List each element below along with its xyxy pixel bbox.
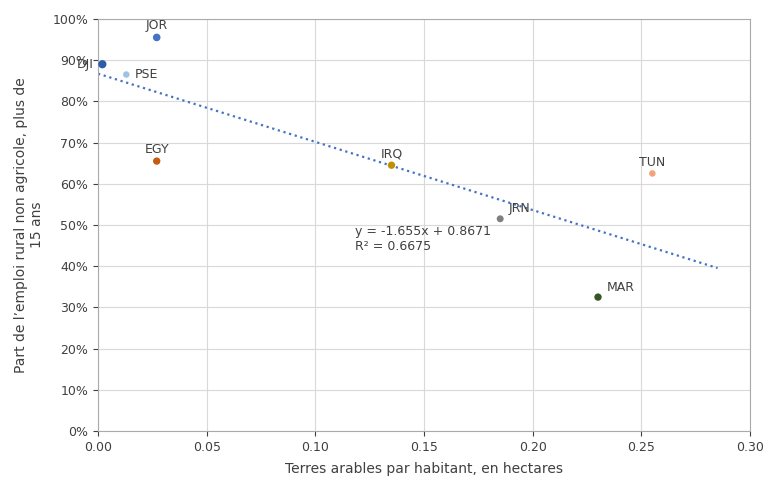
Point (385, 161, 398, 169)
Y-axis label: Part de l’emploi rural non agricole, plus de
15 ans: Part de l’emploi rural non agricole, plu… (14, 77, 44, 373)
Point (494, 215, 506, 223)
Point (150, 157, 163, 165)
Text: MAR: MAR (607, 281, 635, 294)
Text: TUN: TUN (640, 155, 665, 169)
Point (120, 71, 132, 78)
Text: JRN: JRN (509, 202, 531, 216)
Text: DJI: DJI (77, 58, 93, 71)
Point (96, 60, 109, 68)
Text: EGY: EGY (145, 143, 169, 156)
Text: y = -1.655x + 0.8671
R² = 0.6675: y = -1.655x + 0.8671 R² = 0.6675 (355, 225, 491, 253)
X-axis label: Terres arables par habitant, en hectares: Terres arables par habitant, en hectares (285, 462, 563, 476)
Text: PSE: PSE (135, 68, 159, 81)
Point (646, 170, 658, 177)
Point (150, 33, 163, 41)
Point (592, 293, 605, 301)
Text: IRQ: IRQ (380, 147, 402, 160)
Text: JOR: JOR (145, 20, 168, 32)
